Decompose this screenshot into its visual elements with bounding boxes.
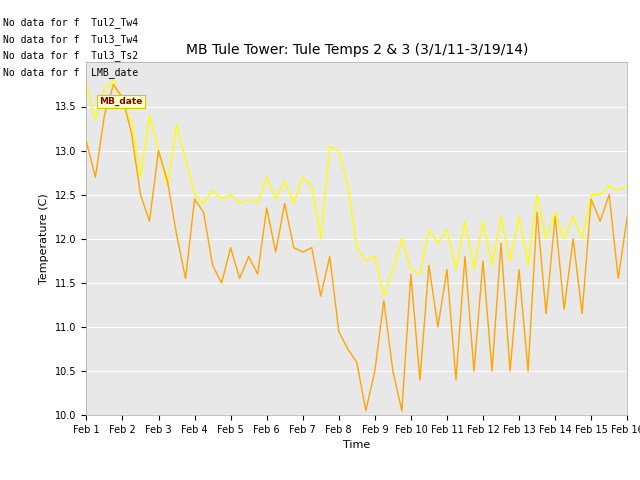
Tul2_Ts-8: [389, 267, 397, 273]
Tul2_Ts-2: [425, 263, 433, 268]
Tul2_Ts-8: [380, 293, 388, 299]
Tul2_Ts-2: [109, 82, 117, 87]
Tul2_Ts-2: [362, 408, 370, 414]
Tul2_Ts-8: [425, 227, 433, 233]
Tul2_Ts-2: [623, 214, 631, 220]
Tul2_Ts-2: [281, 201, 289, 206]
Tul2_Ts-8: [281, 179, 289, 184]
Text: No data for f  Tul3_Tw4: No data for f Tul3_Tw4: [3, 34, 138, 45]
Tul2_Ts-2: [570, 236, 577, 241]
X-axis label: Time: Time: [343, 441, 371, 450]
Line: Tul2_Ts-8: Tul2_Ts-8: [86, 80, 627, 296]
Tul2_Ts-8: [200, 201, 207, 206]
Text: No data for f  Tul2_Tw4: No data for f Tul2_Tw4: [3, 17, 138, 28]
Tul2_Ts-2: [218, 280, 225, 286]
Text: No data for f  Tul3_Ts2: No data for f Tul3_Ts2: [3, 50, 138, 61]
Tul2_Ts-8: [109, 77, 117, 83]
Title: MB Tule Tower: Tule Temps 2 & 3 (3/1/11-3/19/14): MB Tule Tower: Tule Temps 2 & 3 (3/1/11-…: [186, 43, 528, 57]
Tul2_Ts-2: [83, 139, 90, 144]
Tul2_Ts-8: [623, 183, 631, 189]
Y-axis label: Temperature (C): Temperature (C): [40, 193, 49, 284]
Tul2_Ts-2: [200, 209, 207, 215]
Tul2_Ts-2: [389, 368, 397, 374]
Text: MB_date: MB_date: [99, 97, 142, 106]
Tul2_Ts-8: [218, 196, 225, 202]
Line: Tul2_Ts-2: Tul2_Ts-2: [86, 84, 627, 411]
Tul2_Ts-8: [570, 214, 577, 220]
Text: No data for f  LMB_date: No data for f LMB_date: [3, 67, 138, 78]
Tul2_Ts-8: [83, 82, 90, 87]
